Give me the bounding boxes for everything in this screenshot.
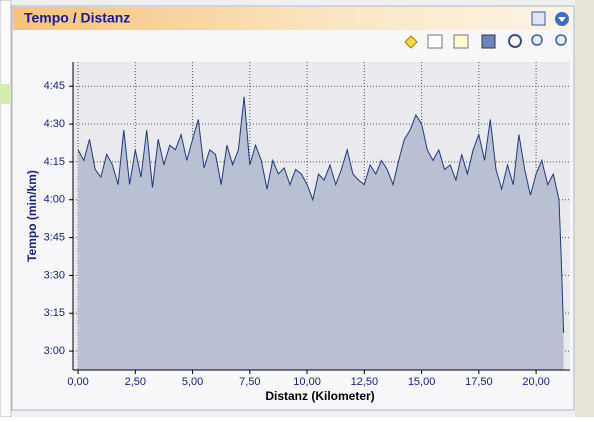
y-tick-label: 3:00: [44, 345, 65, 357]
y-tick-label: 3:30: [44, 269, 65, 281]
tool-chart[interactable]: [453, 34, 469, 49]
x-tick-label: 17,50: [465, 376, 493, 388]
y-tick-label: 3:15: [44, 307, 65, 319]
menu-arrow: [558, 17, 566, 22]
area-fill: [78, 96, 564, 371]
tool-grid[interactable]: [427, 34, 443, 49]
side-panel: [0, 0, 12, 418]
y-tick-label: 4:00: [44, 194, 65, 206]
y-tick-label: 4:45: [44, 80, 65, 92]
x-tick-label: 0,00: [67, 376, 88, 388]
tool-zoom-out[interactable]: [531, 34, 543, 46]
y-tick-label: 4:30: [44, 118, 65, 130]
x-tick-label: 15,00: [408, 376, 436, 388]
x-tick-label: 10,00: [293, 376, 321, 388]
y-tick-label: 3:45: [44, 231, 65, 243]
y-axis-title: Tempo (min/km): [25, 170, 39, 262]
toolbar: [404, 34, 567, 49]
tool-marker[interactable]: [404, 35, 418, 49]
x-axis-title: Distanz (Kilometer): [265, 389, 374, 403]
layout-button[interactable]: [531, 11, 546, 26]
x-tick-label: 12,50: [351, 376, 379, 388]
pace-line: [77, 96, 565, 333]
panel-title: Tempo / Distanz: [24, 10, 130, 26]
tool-save[interactable]: [481, 34, 496, 49]
side-tab: [0, 84, 11, 104]
x-tick-label: 2,50: [125, 376, 146, 388]
y-tick-label: 4:15: [44, 156, 65, 168]
map-strip: [575, 0, 594, 417]
x-tick-label: 20,00: [522, 376, 550, 388]
panel-header: [13, 7, 573, 30]
tool-zoom-in[interactable]: [555, 34, 567, 46]
x-tick-label: 7,50: [239, 376, 260, 388]
tool-settings[interactable]: [508, 34, 522, 48]
x-tick-label: 5,00: [182, 376, 203, 388]
